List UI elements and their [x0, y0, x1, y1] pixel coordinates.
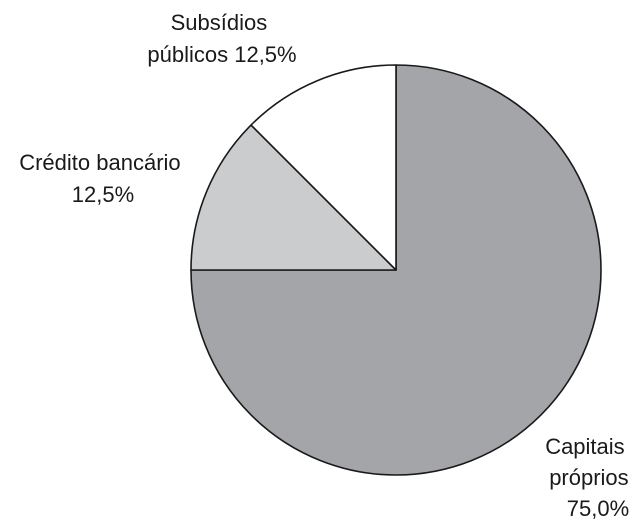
- pie-labels: Capitais próprios 75,0% Crédito bancário…: [19, 10, 635, 521]
- label-credito-bancario: Crédito bancário 12,5%: [19, 150, 187, 207]
- slice-credito-bancario: [190, 124, 397, 271]
- label-capitais-proprios: Capitais próprios 75,0%: [545, 434, 635, 521]
- slice-subsidios-publicos: [250, 64, 397, 271]
- label-subsidios-publicos: Subsídios públicos 12,5%: [147, 10, 296, 67]
- pie-slices: [190, 64, 602, 476]
